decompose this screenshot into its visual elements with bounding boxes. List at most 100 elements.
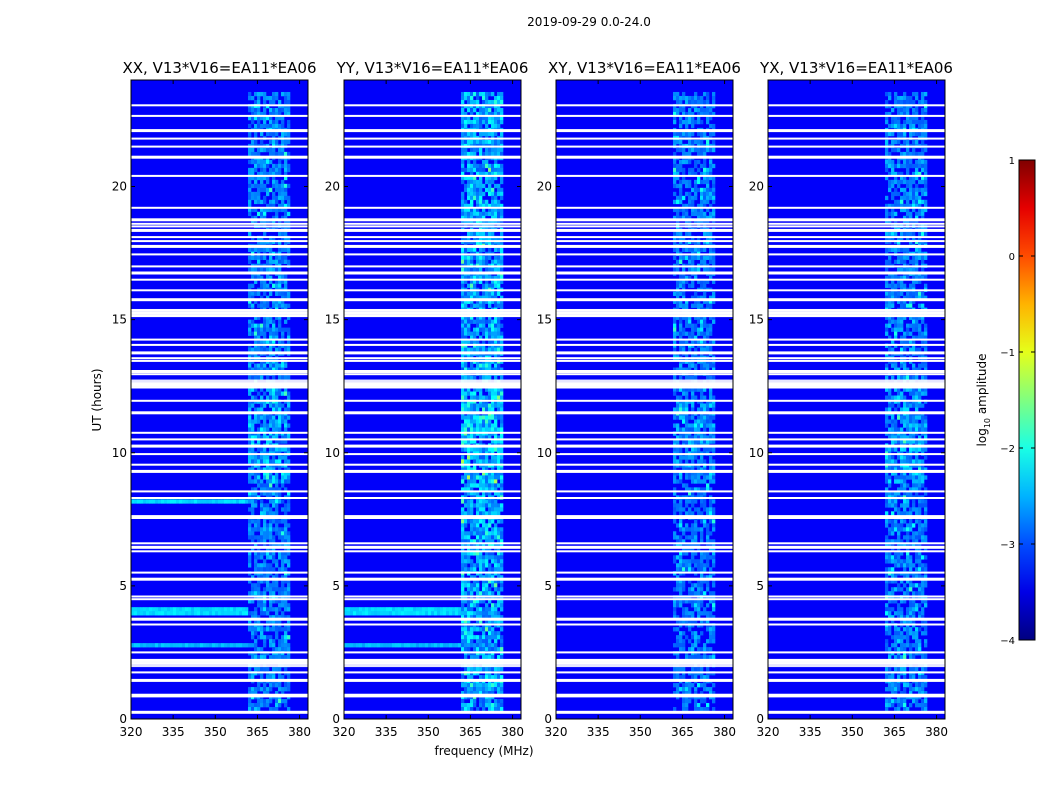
heatmap-cell [476, 91, 480, 97]
heatmap-cell [275, 531, 279, 536]
flagged-row [344, 240, 521, 243]
heatmap-cell [482, 283, 486, 288]
heatmap-cell [485, 255, 489, 261]
heatmap-cell [497, 323, 501, 328]
heatmap-cell [266, 583, 270, 588]
heatmap-cell [284, 567, 288, 572]
heatmap-cell [694, 419, 698, 424]
flagged-row [131, 104, 308, 107]
flagged-row [344, 623, 521, 626]
heatmap-cell [494, 395, 498, 400]
heatmap-cell [266, 675, 270, 680]
heatmap-cell [482, 255, 486, 261]
heatmap-cell [688, 491, 692, 496]
heatmap-cell [685, 215, 689, 221]
heatmap-cell [260, 427, 264, 432]
heatmap-cell [461, 455, 465, 460]
heatmap-cell [712, 291, 716, 296]
heatmap-cell [275, 283, 279, 288]
heatmap-cell [500, 131, 504, 137]
heatmap-cell [473, 331, 477, 336]
heatmap-cell [485, 503, 489, 508]
heatmap-cell [494, 603, 498, 608]
heatmap-cell [467, 187, 471, 193]
heatmap-cell [386, 643, 390, 648]
y-tick-label: 15 [325, 313, 340, 327]
heatmap-cell [497, 119, 501, 125]
heatmap-cell [497, 319, 501, 324]
heatmap-cell [386, 611, 390, 616]
heatmap-cell [682, 95, 686, 101]
heatmap-cell [479, 635, 483, 640]
heatmap-cell [254, 375, 258, 380]
heatmap-cell [284, 599, 288, 604]
heatmap-cell [362, 607, 366, 612]
heatmap-cell [461, 639, 465, 644]
heatmap-cell [281, 587, 285, 592]
heatmap-cell [685, 391, 689, 396]
heatmap-cell [491, 503, 495, 508]
heatmap-cell [281, 291, 285, 296]
heatmap-cell [679, 563, 683, 568]
heatmap-cell [269, 607, 273, 612]
heatmap-cell [272, 675, 276, 680]
heatmap-cell [248, 303, 252, 308]
heatmap-cell [494, 219, 498, 225]
heatmap-cell [398, 611, 402, 616]
heatmap-cell [691, 199, 695, 205]
heatmap-cell [269, 99, 273, 105]
heatmap-cell [682, 131, 686, 137]
heatmap-cell [697, 315, 701, 320]
heatmap-cell [694, 323, 698, 328]
heatmap-cell [221, 643, 225, 648]
heatmap-cell [485, 295, 489, 300]
heatmap-cell [263, 491, 267, 496]
heatmap-cell [263, 639, 267, 644]
heatmap-cell [467, 403, 471, 408]
heatmap-cell [488, 523, 492, 528]
heatmap-cell [467, 163, 471, 169]
heatmap-cell [221, 611, 225, 616]
heatmap-cell [697, 467, 701, 472]
heatmap-cell [491, 387, 495, 392]
heatmap-cell [682, 415, 686, 420]
heatmap-cell [278, 327, 282, 332]
x-tick-label: 380 [501, 725, 524, 739]
heatmap-cell [467, 487, 471, 492]
heatmap-cell [479, 423, 483, 428]
heatmap-cell [257, 579, 261, 584]
heatmap-cell [254, 91, 258, 97]
heatmap-cell [266, 247, 270, 253]
heatmap-cell [485, 395, 489, 400]
heatmap-cell [500, 171, 504, 177]
heatmap-cell [706, 435, 710, 440]
heatmap-cell [673, 511, 677, 516]
heatmap-cell [269, 415, 273, 420]
heatmap-cell [688, 439, 692, 444]
heatmap-cell [275, 427, 279, 432]
heatmap-cell [152, 611, 156, 616]
heatmap-cell [278, 167, 282, 173]
heatmap-cell [494, 511, 498, 516]
heatmap-cell [251, 587, 255, 592]
heatmap-cell [278, 187, 282, 193]
heatmap-cell [263, 551, 267, 556]
heatmap-cell [269, 599, 273, 604]
heatmap-cell [712, 139, 716, 145]
heatmap-cell [488, 667, 492, 672]
heatmap-cell [269, 535, 273, 540]
heatmap-cell [278, 367, 282, 372]
heatmap-cell [263, 171, 267, 177]
heatmap-cell [473, 703, 477, 708]
heatmap-cell [697, 491, 701, 496]
heatmap-cell [497, 543, 501, 548]
heatmap-cell [497, 107, 501, 113]
heatmap-cell [281, 531, 285, 536]
heatmap-cell [269, 527, 273, 532]
heatmap-cell [470, 603, 474, 608]
heatmap-cell [278, 619, 282, 624]
heatmap-cell [269, 203, 273, 209]
heatmap-cell [464, 211, 468, 217]
heatmap-cell [287, 647, 291, 652]
x-tick-label: 365 [459, 725, 482, 739]
